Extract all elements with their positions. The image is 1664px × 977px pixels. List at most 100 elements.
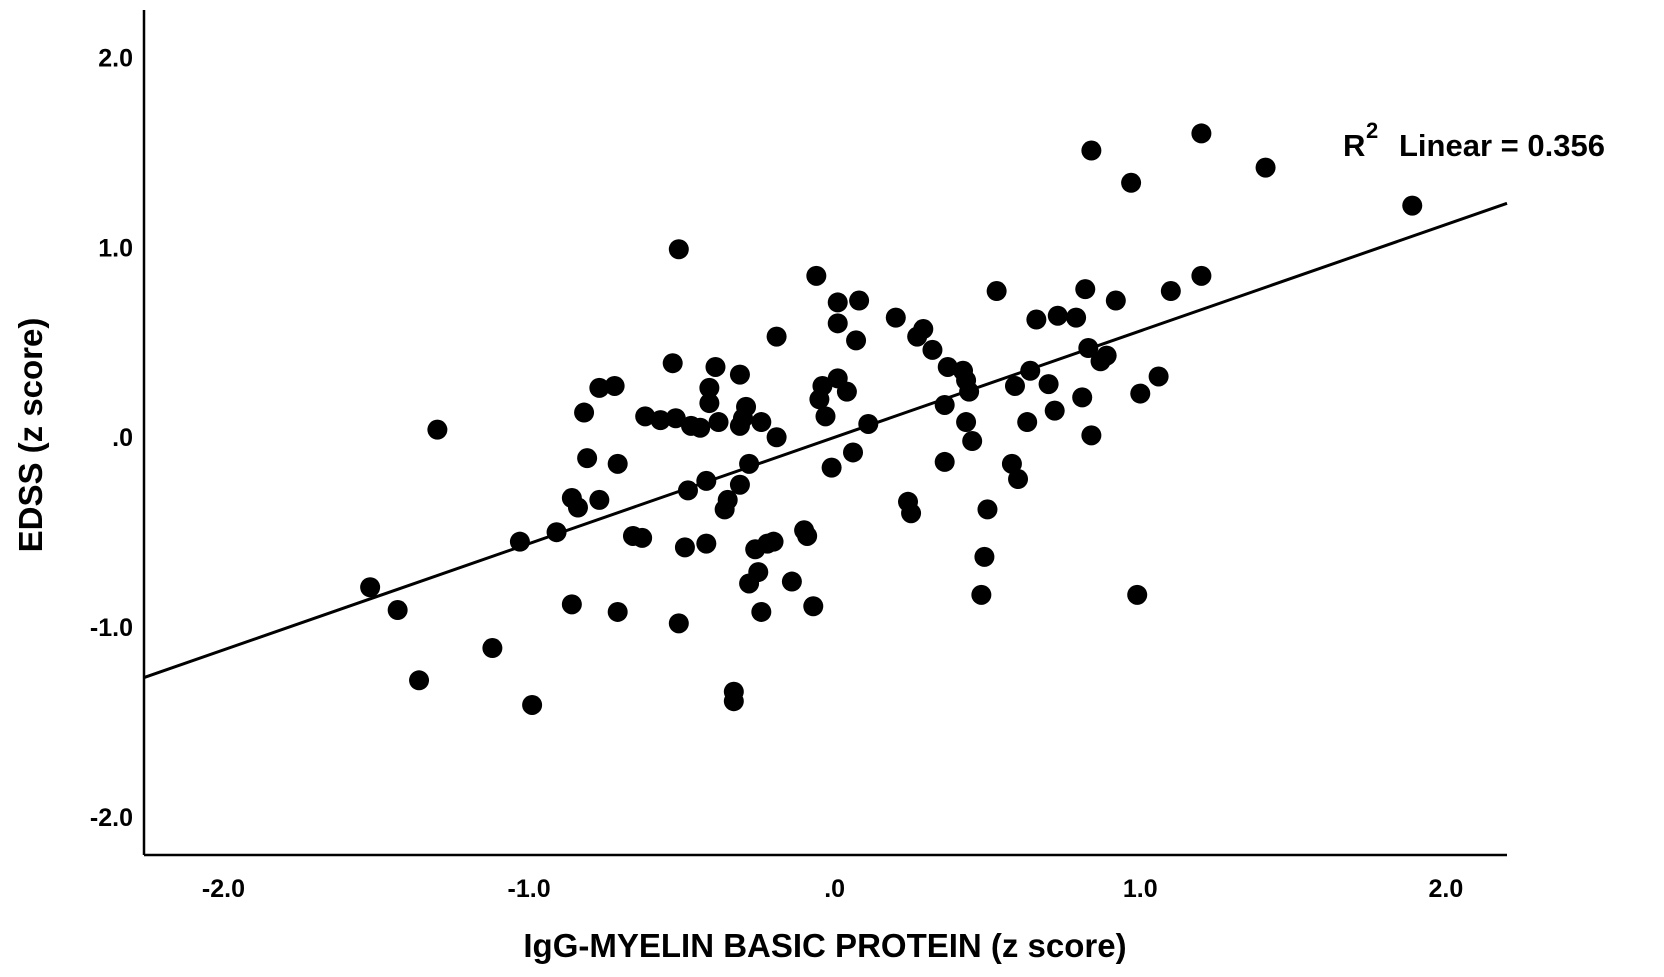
data-point <box>604 375 625 396</box>
data-point <box>696 533 717 554</box>
data-point <box>885 307 906 328</box>
data-point <box>1191 265 1212 286</box>
data-point <box>736 396 757 417</box>
data-point <box>387 600 408 621</box>
y-axis-title: EDSS (z score) <box>12 318 49 553</box>
data-point <box>662 353 683 374</box>
data-point <box>1072 387 1093 408</box>
data-point <box>956 412 977 433</box>
data-point <box>705 356 726 377</box>
y-tick-label: -1.0 <box>90 614 133 642</box>
data-point <box>1020 360 1041 381</box>
data-point <box>1081 425 1102 446</box>
data-point <box>589 489 610 510</box>
data-point <box>812 375 833 396</box>
data-point <box>1402 195 1423 216</box>
data-point <box>1130 383 1151 404</box>
data-point <box>846 330 867 351</box>
y-tick-label: .0 <box>112 424 133 452</box>
data-point <box>843 442 864 463</box>
data-point <box>748 562 769 583</box>
x-tick-label: -1.0 <box>508 875 551 903</box>
data-point <box>360 577 381 598</box>
data-point <box>751 601 772 622</box>
data-point <box>1081 140 1102 161</box>
data-point <box>522 694 543 715</box>
data-point <box>827 313 848 334</box>
r-superscript: 2 <box>1366 118 1378 143</box>
data-point <box>708 412 729 433</box>
data-point <box>766 326 787 347</box>
data-point <box>974 546 995 567</box>
y-tick-label: 2.0 <box>98 44 133 72</box>
data-point <box>589 377 610 398</box>
x-axis-title: IgG-MYELIN BASIC PROTEIN (z score) <box>523 927 1126 964</box>
data-point <box>668 613 689 634</box>
data-point <box>913 319 934 340</box>
data-point <box>427 419 448 440</box>
data-point <box>1008 469 1029 490</box>
data-point <box>937 356 958 377</box>
data-point <box>1038 374 1059 395</box>
data-point <box>827 292 848 313</box>
data-point <box>901 503 922 524</box>
data-point <box>668 239 689 260</box>
x-tick-labels: -2.0 -1.0 .0 1.0 2.0 <box>202 875 1463 903</box>
data-point <box>977 499 998 520</box>
data-point <box>1004 375 1025 396</box>
y-tick-label: 1.0 <box>98 234 133 262</box>
data-point <box>1191 123 1212 144</box>
data-point <box>729 364 750 385</box>
data-point <box>1105 290 1126 311</box>
data-point <box>1047 305 1068 326</box>
data-point <box>690 417 711 438</box>
data-point <box>729 474 750 495</box>
data-point <box>1255 157 1276 178</box>
data-point <box>1096 345 1117 366</box>
x-tick-label: .0 <box>824 875 845 903</box>
data-point <box>607 601 628 622</box>
data-point <box>781 571 802 592</box>
data-point <box>1127 584 1148 605</box>
linear-fit-line <box>143 201 1508 679</box>
data-point <box>1121 172 1142 193</box>
data-point <box>836 381 857 402</box>
data-point <box>1026 309 1047 330</box>
y-tick-label: -2.0 <box>90 804 133 832</box>
data-point <box>723 691 744 712</box>
data-point <box>409 670 430 691</box>
data-point <box>665 408 686 429</box>
data-point <box>922 339 943 360</box>
data-point <box>574 402 595 423</box>
data-point <box>1001 453 1022 474</box>
data-point <box>1148 366 1169 387</box>
data-point <box>650 410 671 431</box>
data-point <box>635 406 656 427</box>
data-point <box>797 525 818 546</box>
data-point <box>986 281 1007 302</box>
data-point <box>934 451 955 472</box>
data-point <box>1017 412 1038 433</box>
x-tick-label: -2.0 <box>202 875 245 903</box>
data-point <box>815 406 836 427</box>
data-point <box>971 584 992 605</box>
data-point <box>717 489 738 510</box>
data-point <box>1075 279 1096 300</box>
data-point <box>699 393 720 414</box>
data-point <box>674 537 695 558</box>
data-point <box>699 377 720 398</box>
data-point <box>763 531 784 552</box>
data-point <box>632 527 653 548</box>
x-tick-label: 2.0 <box>1428 875 1463 903</box>
r-squared-annotation: R 2 Linear = 0.356 <box>1343 118 1605 163</box>
data-point <box>803 596 824 617</box>
data-point <box>482 638 503 659</box>
data-point <box>766 427 787 448</box>
data-point <box>509 531 530 552</box>
data-point <box>1066 307 1087 328</box>
data-points <box>360 123 1423 715</box>
y-tick-labels: -2.0 -1.0 .0 1.0 2.0 <box>90 44 133 832</box>
r-squared-value: Linear = 0.356 <box>1399 128 1605 163</box>
data-point <box>561 594 582 615</box>
